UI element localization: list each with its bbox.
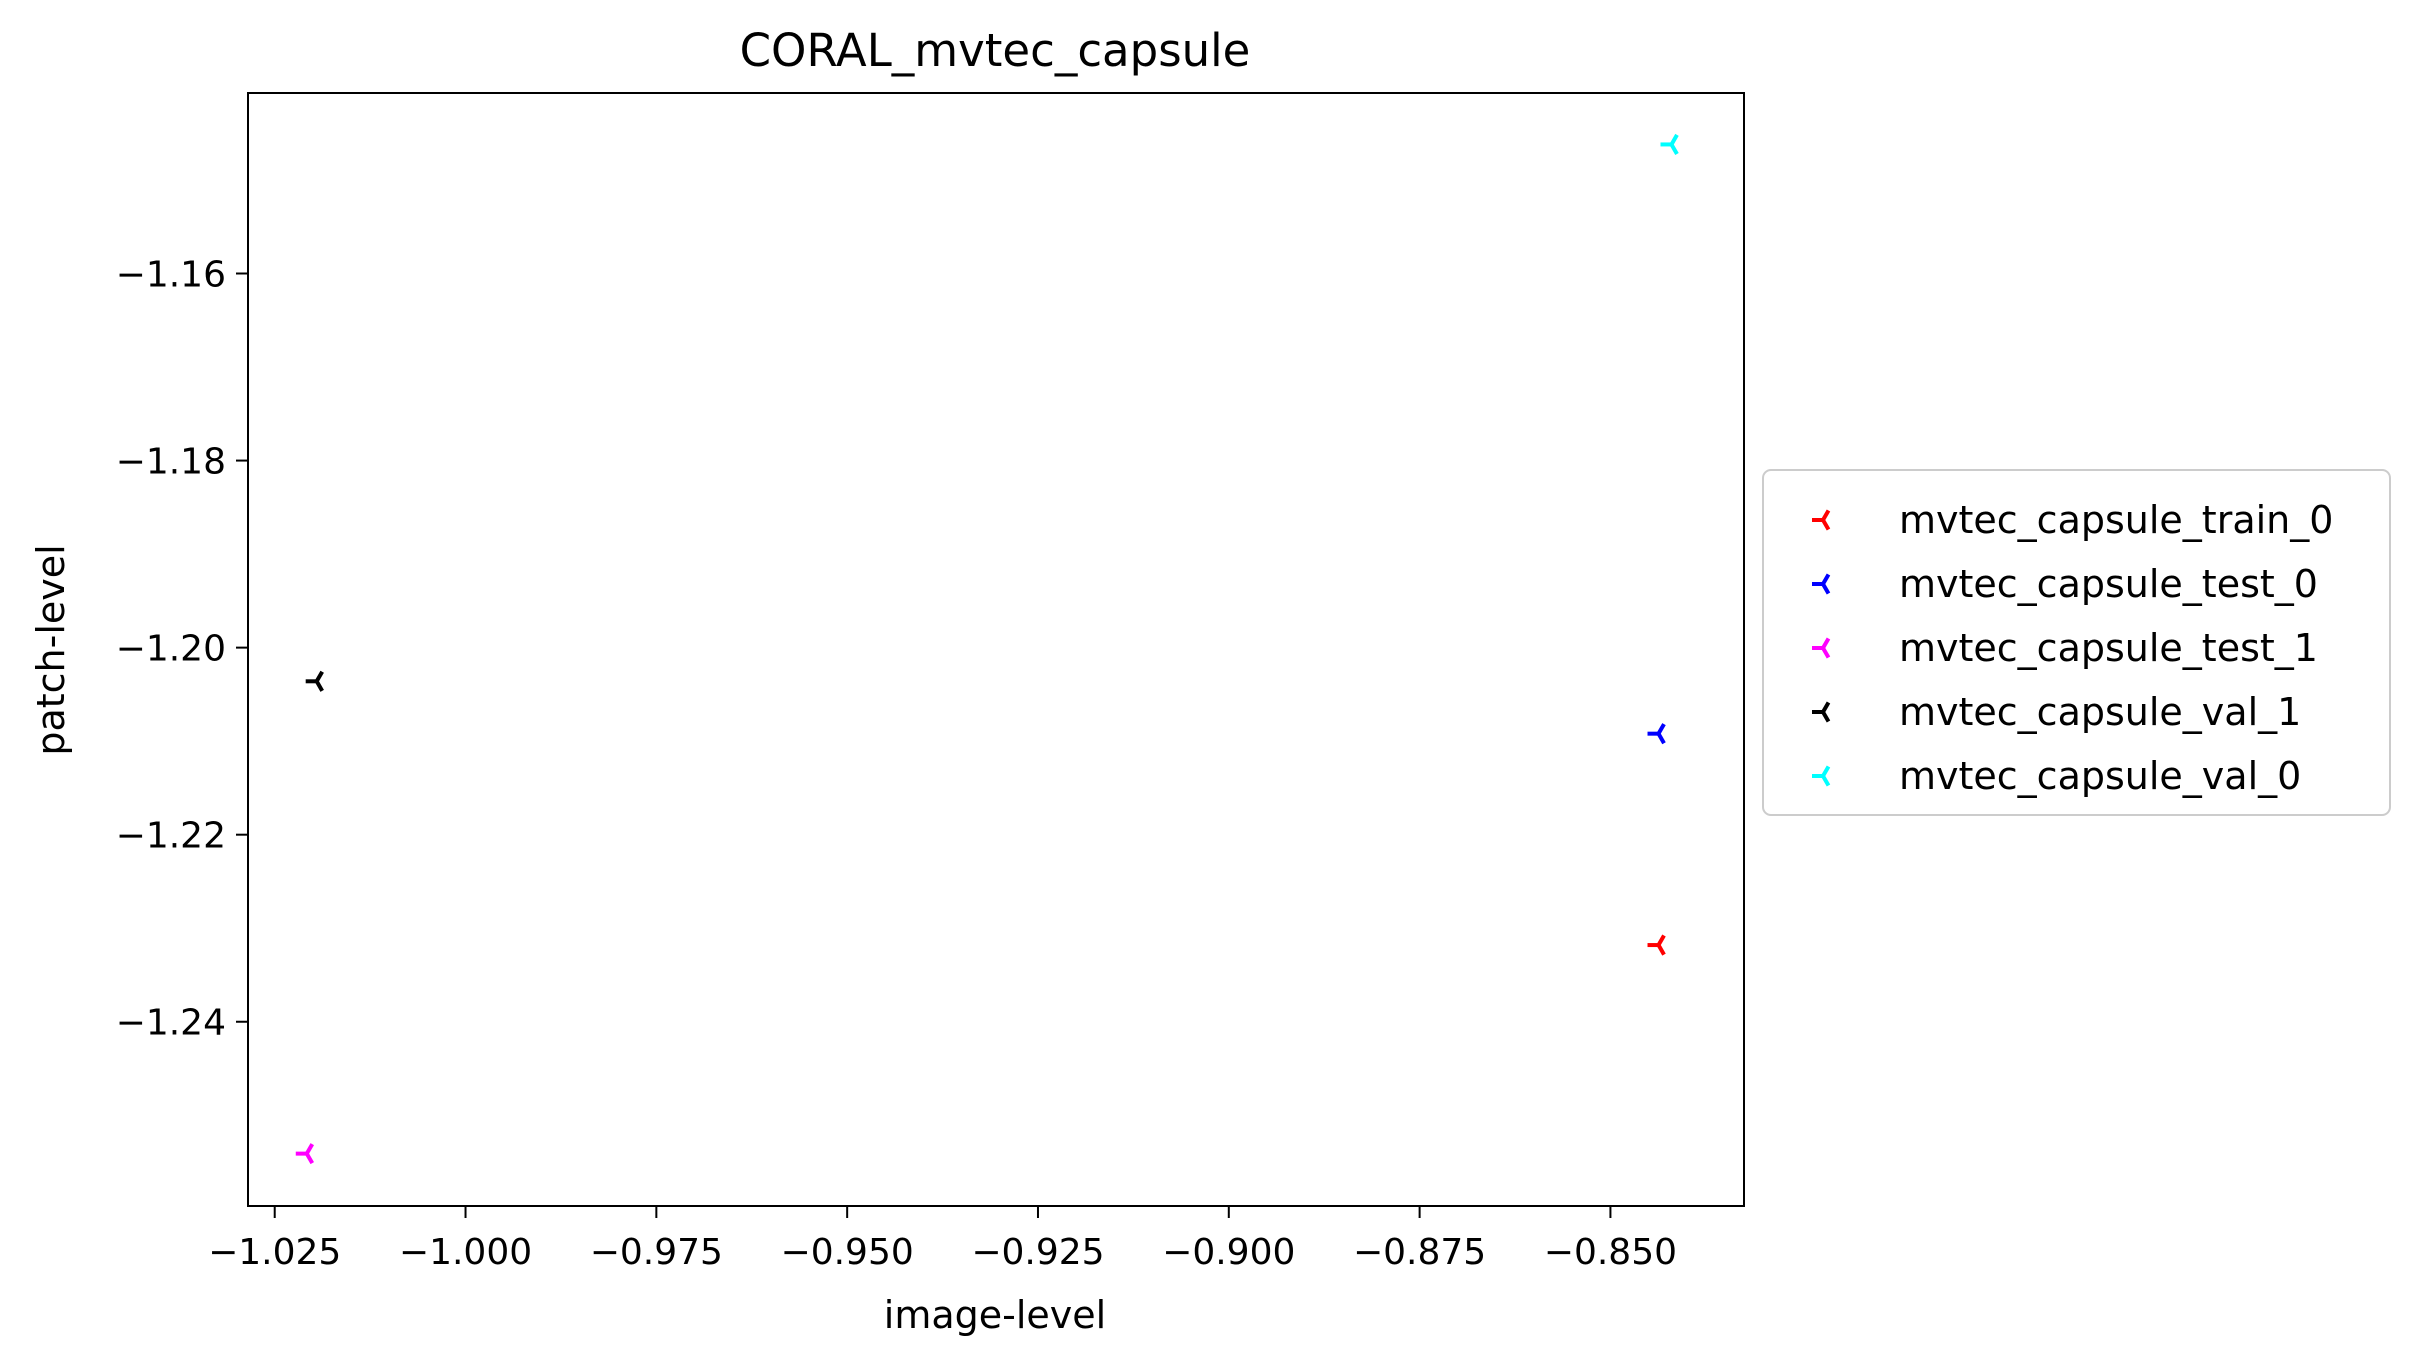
data-point (305, 670, 324, 692)
legend-label: mvtec_capsule_test_1 (1899, 626, 2318, 670)
data-point (1647, 723, 1666, 745)
legend-label: mvtec_capsule_val_0 (1899, 754, 2301, 798)
y-tick-label: −1.16 (116, 255, 226, 296)
y-tick-label: −1.22 (116, 816, 226, 857)
x-tick-label: −0.900 (1162, 1232, 1295, 1273)
x-axis-label: image-level (884, 1293, 1106, 1337)
data-point (295, 1143, 315, 1165)
data-point (1660, 133, 1679, 155)
x-tick-label: −0.950 (781, 1232, 914, 1273)
x-tick-label: −0.850 (1544, 1232, 1677, 1273)
legend-label: mvtec_capsule_train_0 (1899, 498, 2333, 542)
legend-label: mvtec_capsule_val_1 (1899, 690, 2301, 734)
legend-marker (1812, 637, 1831, 659)
chart-title: CORAL_mvtec_capsule (740, 24, 1251, 77)
y-tick-label: −1.20 (116, 629, 226, 670)
legend-label: mvtec_capsule_test_0 (1899, 562, 2318, 606)
legend: mvtec_capsule_train_0 mvtec_capsule_test_… (1762, 469, 2391, 816)
y-axis-label: patch-level (29, 544, 73, 755)
legend-marker (1812, 765, 1831, 787)
x-tick-label: −0.925 (971, 1232, 1104, 1273)
y-tick-label: −1.18 (116, 442, 226, 483)
x-tick-label: −1.025 (208, 1232, 341, 1273)
legend-entries: mvtec_capsule_train_0 mvtec_capsule_test_… (1812, 498, 2333, 798)
legend-marker (1812, 573, 1831, 595)
plot-area-frame (247, 92, 1745, 1207)
x-tick-label: −0.975 (590, 1232, 723, 1273)
legend-box (1762, 469, 2391, 816)
data-points (295, 133, 1679, 1165)
legend-marker (1812, 509, 1831, 531)
x-tick-label: −0.875 (1353, 1232, 1486, 1273)
data-point (1647, 934, 1666, 956)
axis-ticks: −1.025 −1.000 −0.975 −0.950 −0.925 −0.900 −0.8… (116, 255, 1677, 1273)
y-tick-label: −1.24 (116, 1003, 226, 1044)
legend-marker (1812, 701, 1831, 723)
x-tick-label: −1.000 (399, 1232, 532, 1273)
